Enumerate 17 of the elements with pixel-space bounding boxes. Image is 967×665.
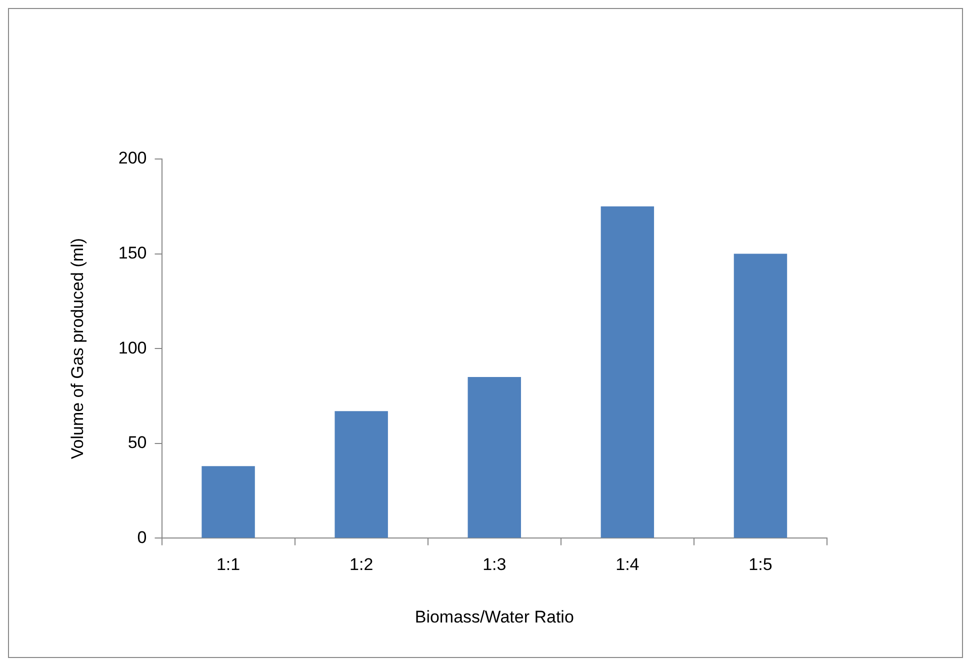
x-tick-label: 1:2 xyxy=(350,555,374,574)
x-tick-label: 1:5 xyxy=(748,555,772,574)
y-tick-label: 200 xyxy=(118,148,147,168)
y-tick-label: 50 xyxy=(128,433,147,452)
y-tick-label: 0 xyxy=(137,528,147,547)
bar xyxy=(600,206,654,538)
bar xyxy=(468,377,521,538)
bar xyxy=(202,466,255,538)
x-tick-label: 1:4 xyxy=(616,555,640,574)
x-tick-label: 1:1 xyxy=(216,555,240,574)
x-tick-label: 1:3 xyxy=(482,555,506,574)
y-tick-label: 150 xyxy=(118,243,147,262)
y-tick-label: 100 xyxy=(118,338,147,358)
y-axis-title: Volume of Gas produced (ml) xyxy=(68,238,87,460)
x-axis-title: Biomass/Water Ratio xyxy=(414,607,574,626)
bar xyxy=(734,254,788,538)
bar xyxy=(334,411,388,538)
